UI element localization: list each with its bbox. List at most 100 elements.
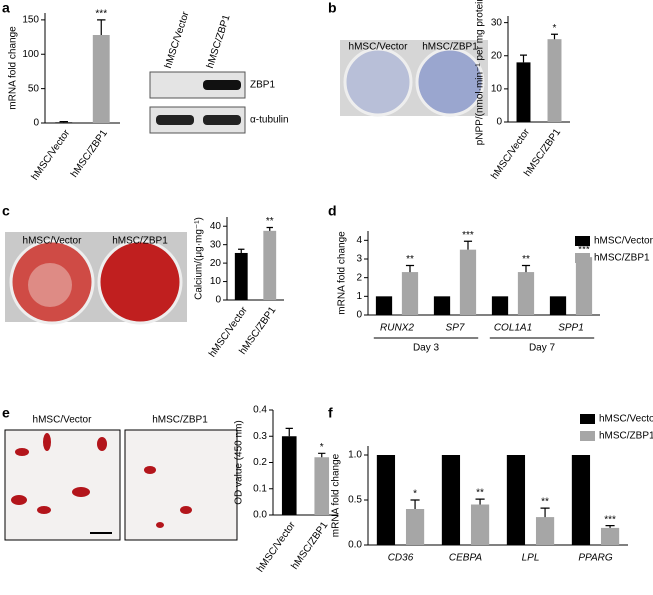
y-axis-label: mRNA fold change	[8, 26, 19, 110]
x-tick-label: CD36	[388, 553, 414, 564]
y-tick-label: 10	[210, 276, 222, 287]
significance: ***	[462, 230, 474, 241]
error-bar	[475, 498, 485, 505]
panel-label: b	[328, 0, 337, 16]
x-tick-label: hMSC/ZBP1	[69, 128, 110, 180]
error-bar	[521, 264, 531, 273]
bar	[433, 296, 451, 315]
error-bar	[463, 240, 473, 250]
band-label: α-tubulin	[250, 115, 289, 126]
bar	[375, 296, 393, 315]
x-tick-label: RUNX2	[380, 323, 414, 334]
blot-band	[156, 115, 194, 125]
significance: *	[413, 489, 417, 500]
error-bar	[238, 248, 245, 253]
panel-label: f	[328, 405, 333, 421]
legend-swatch	[575, 236, 590, 246]
error-bar	[551, 33, 558, 40]
lipid	[180, 506, 192, 514]
error-bar	[59, 121, 68, 123]
y-tick-label: 100	[22, 49, 39, 60]
blot-band	[203, 80, 241, 90]
panel-label: e	[2, 405, 10, 421]
lane-label: hMSC/Vector	[163, 10, 192, 70]
y-axis-label: Calcium/(μg·mg⁻¹)	[194, 217, 205, 300]
y-tick-label: 0.1	[253, 483, 267, 494]
y-tick-label: 0	[356, 310, 362, 321]
image-label: hMSC/Vector	[33, 415, 93, 426]
bar	[281, 436, 297, 515]
lipid	[72, 487, 90, 497]
lane-label: hMSC/ZBP1	[205, 13, 233, 70]
y-tick-label: 20	[491, 50, 503, 61]
legend-swatch	[580, 414, 595, 424]
group-label: Day 3	[413, 343, 440, 354]
alizarin-plates: hMSC/Vector hMSC/ZBP1	[5, 232, 187, 325]
y-tick-label: 50	[28, 83, 40, 94]
bar	[575, 257, 593, 315]
well	[415, 47, 485, 117]
x-tick-label: PPARG	[578, 553, 612, 564]
bar	[535, 517, 555, 545]
y-tick-label: 0	[496, 117, 502, 128]
band-label: ZBP1	[250, 80, 275, 91]
bar	[92, 35, 110, 123]
legend-label: hMSC/Vector	[594, 236, 653, 247]
bar	[600, 527, 620, 545]
plate-label: hMSC/Vector	[23, 236, 83, 247]
panel-label: a	[2, 0, 10, 16]
error-bar	[410, 499, 420, 509]
significance: **	[522, 254, 530, 265]
y-tick-label: 1.0	[348, 450, 362, 461]
y-axis-label: OD value (450 nm)	[234, 420, 245, 504]
lipid	[156, 522, 164, 528]
error-bar	[605, 525, 615, 528]
y-tick-label: 3	[356, 254, 362, 265]
bar	[314, 457, 330, 515]
y-tick-label: 2	[356, 272, 362, 283]
y-axis-label: pNPP/(nmol·min⁻¹ per mg protein)	[475, 0, 486, 145]
x-tick-label: COL1A1	[494, 323, 532, 334]
y-tick-label: 30	[210, 239, 222, 250]
error-bar	[97, 19, 106, 35]
significance: **	[476, 488, 484, 499]
significance: ***	[578, 244, 590, 255]
y-tick-label: 10	[491, 84, 503, 95]
error-bar	[285, 427, 293, 437]
well	[97, 239, 183, 325]
legend-label: hMSC/ZBP1	[599, 431, 653, 442]
well-spot	[28, 263, 72, 307]
y-axis-label: mRNA fold change	[331, 453, 342, 537]
significance: **	[266, 216, 274, 227]
y-tick-label: 30	[491, 17, 503, 28]
lipid	[37, 506, 51, 514]
bar	[263, 230, 277, 300]
x-tick-label: SPP1	[558, 323, 584, 334]
bar	[517, 272, 535, 315]
bar	[376, 455, 396, 545]
bar	[459, 249, 477, 315]
y-tick-label: 0.5	[348, 495, 362, 506]
plate-label: hMSC/ZBP1	[422, 42, 478, 53]
group-label: Day 7	[529, 343, 556, 354]
x-tick-label: SP7	[446, 323, 465, 334]
significance: *	[320, 442, 324, 453]
bar	[547, 39, 562, 122]
y-tick-label: 150	[22, 15, 39, 26]
bar	[405, 509, 425, 545]
panel-label: c	[2, 203, 10, 219]
bar	[401, 272, 419, 315]
image-label: hMSC/ZBP1	[152, 415, 208, 426]
bar	[571, 455, 591, 545]
error-bar	[520, 54, 527, 63]
significance: **	[541, 497, 549, 508]
alp-plates: hMSC/Vector hMSC/ZBP1	[340, 40, 488, 117]
bar	[55, 122, 73, 123]
panel-label: d	[328, 203, 337, 219]
bar	[549, 296, 567, 315]
bar	[506, 455, 526, 545]
plate-label: hMSC/Vector	[349, 42, 409, 53]
y-tick-label: 0.2	[253, 457, 267, 468]
lipid	[15, 448, 29, 456]
error-bar	[540, 507, 550, 518]
